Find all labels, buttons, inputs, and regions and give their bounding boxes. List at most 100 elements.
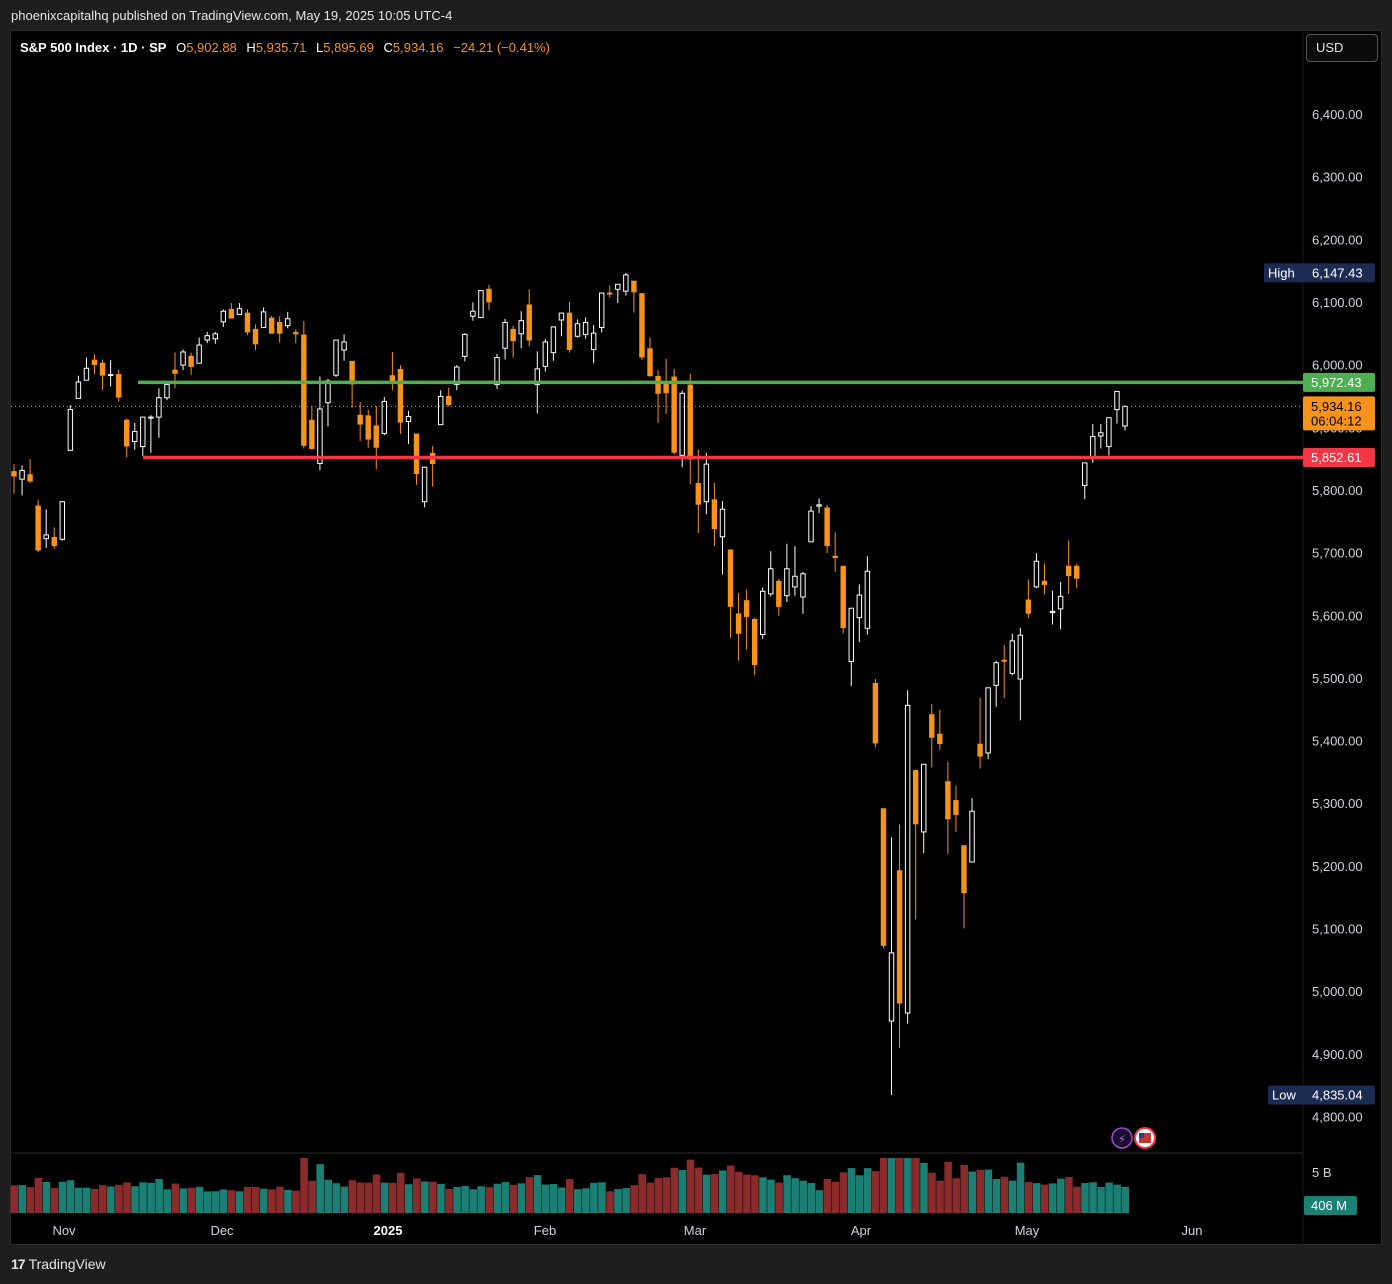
y-tick-label: 6,000.00 (1312, 358, 1363, 373)
candle-body (35, 505, 41, 551)
candle-body (558, 312, 565, 321)
candle-body (333, 339, 339, 376)
candle-body (832, 555, 838, 558)
candle-body (140, 416, 146, 448)
candle-body (896, 870, 903, 1004)
volume-bar (509, 1184, 518, 1213)
candle-body (929, 714, 935, 738)
candle-body (574, 323, 581, 337)
candle-body (510, 328, 516, 342)
low-value: 4,835.04 (1312, 1088, 1363, 1103)
volume-bar (99, 1185, 107, 1213)
candle-body (413, 433, 420, 475)
candle-body (856, 594, 863, 619)
candle-body (107, 374, 114, 377)
candle-body (317, 408, 323, 464)
candle-body (99, 362, 106, 376)
candle-body (615, 283, 621, 290)
volume-bar (896, 1158, 904, 1213)
candle-body (1073, 565, 1080, 579)
candle-body (309, 419, 315, 449)
candle-body (1114, 390, 1120, 411)
candle-body (550, 326, 557, 354)
volume-bar (1105, 1182, 1113, 1213)
candle-body (462, 333, 468, 357)
volume-bar (863, 1168, 872, 1213)
volume-bar (984, 1169, 993, 1213)
volume-bar (879, 1158, 888, 1213)
volume-bar (461, 1186, 469, 1213)
last-price-label: 5,934.16 (1311, 399, 1362, 414)
high-value: 5,935.71 (255, 40, 307, 55)
candle-body (43, 534, 49, 540)
candle-body (494, 357, 500, 386)
volume-bar (912, 1158, 920, 1213)
volume-bar (332, 1183, 341, 1213)
candle-body (526, 304, 532, 341)
volume-bar (437, 1183, 445, 1213)
candle-body (115, 374, 122, 398)
candle-body (679, 392, 685, 456)
volume-bar (171, 1183, 180, 1213)
candle-body (437, 395, 444, 426)
footer: 17 TradingView (11, 1256, 106, 1272)
candle-body (534, 368, 541, 386)
symbol-title: S&P 500 Index · 1D · SP (20, 40, 167, 55)
volume-bar (799, 1180, 807, 1213)
volume-bar (638, 1174, 646, 1213)
volume-bar (751, 1175, 759, 1213)
high-badge (1264, 263, 1375, 283)
candle-body (51, 536, 57, 547)
volume-bar (549, 1184, 558, 1213)
candle-body (1122, 405, 1128, 427)
volume-bar (839, 1172, 848, 1213)
candles-group (11, 273, 1128, 1096)
candle-body (389, 375, 396, 382)
volume-bar (1057, 1178, 1065, 1213)
candle-body (687, 384, 693, 460)
volume-bar (348, 1180, 357, 1213)
candle-body (904, 704, 911, 1014)
volume-bar (1081, 1183, 1089, 1213)
volume-bar (66, 1180, 75, 1213)
y-tick-label: 5,000.00 (1312, 984, 1363, 999)
y-tick-label: 5,600.00 (1312, 608, 1363, 623)
volume-bar (920, 1162, 928, 1213)
volume-bar (710, 1174, 719, 1213)
candle-body (735, 613, 742, 634)
candle-body (542, 341, 549, 367)
volume-bar (453, 1186, 461, 1213)
y-tick-label: 5,200.00 (1312, 859, 1363, 874)
candle-body (953, 800, 959, 815)
volume-bar (107, 1186, 115, 1213)
volume-bar (195, 1186, 204, 1213)
volume-bar (147, 1182, 155, 1213)
y-tick-label: 4,800.00 (1312, 1110, 1363, 1125)
volume-bar (888, 1158, 896, 1213)
chart-frame[interactable] (10, 30, 1382, 1245)
volume-bar (131, 1186, 139, 1213)
candle-body (1001, 659, 1007, 662)
candle-body (156, 397, 162, 418)
candle-body (792, 575, 798, 588)
candle-body (365, 415, 371, 440)
volume-bar (976, 1169, 985, 1213)
candle-body (123, 419, 130, 447)
volume-bar (155, 1178, 163, 1213)
volume-bar (1121, 1186, 1130, 1213)
candle-body (1082, 462, 1088, 486)
candle-body (405, 416, 412, 423)
candle-body (1009, 640, 1016, 674)
candle-body (349, 360, 355, 385)
candle-body (180, 351, 186, 366)
volume-bar (82, 1187, 91, 1213)
candle-body (1065, 565, 1072, 577)
candle-body (75, 381, 82, 399)
currency-button[interactable]: USD (1306, 34, 1378, 62)
candle-body (945, 781, 951, 820)
volume-bar (74, 1187, 83, 1213)
candle-body (212, 333, 218, 340)
candle-body (172, 369, 178, 374)
candle-body (285, 318, 291, 327)
